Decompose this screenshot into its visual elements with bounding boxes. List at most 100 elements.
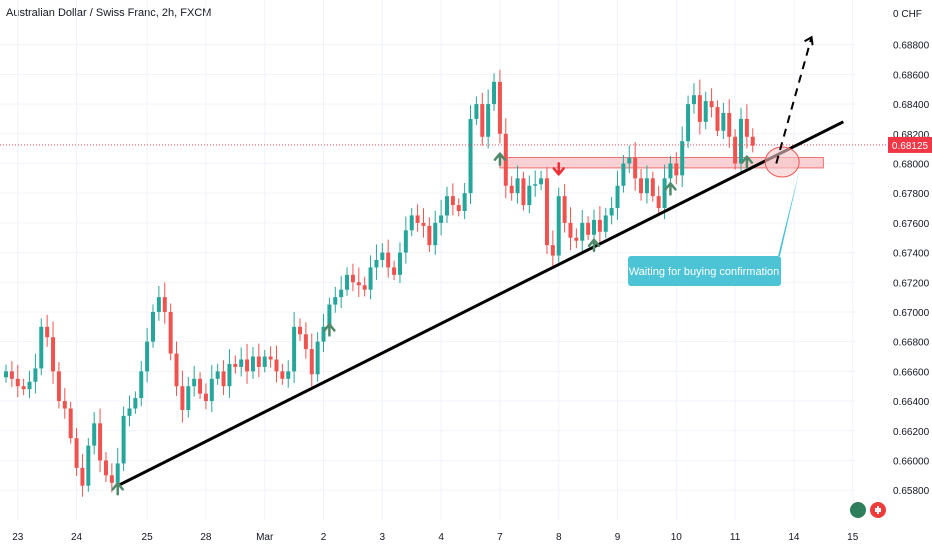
candle-body <box>68 408 73 439</box>
candle-body <box>744 118 749 137</box>
candle-body <box>674 163 679 176</box>
currency-label: 0 CHF <box>893 9 922 20</box>
candle-body <box>450 196 455 206</box>
candle-body <box>139 371 144 399</box>
candle-body <box>262 356 267 367</box>
candle-body <box>339 289 344 298</box>
candle-body <box>592 219 596 235</box>
candle-body <box>221 371 226 387</box>
projection-arrow-head <box>804 35 814 46</box>
candle-body <box>292 326 297 372</box>
candle-body <box>274 359 279 372</box>
candle-body <box>497 81 502 134</box>
candle-body <box>280 371 285 379</box>
candle-body <box>445 196 449 216</box>
candle-body <box>56 371 61 402</box>
candle-body <box>286 371 291 379</box>
candle-body <box>533 184 538 186</box>
candle-body <box>609 208 614 216</box>
candle-body <box>633 157 638 179</box>
candle-body <box>33 368 38 382</box>
y-tick-label: 0.66800 <box>893 338 930 349</box>
candle-body <box>315 341 320 375</box>
callout-text: Waiting for buying confirmation <box>629 266 780 278</box>
candle-body <box>715 107 720 131</box>
swiss-cross-icon-v <box>877 506 879 514</box>
candle-body <box>186 386 191 410</box>
y-tick-label: 0.66000 <box>893 456 930 467</box>
candle-body <box>433 222 438 246</box>
y-tick-label: 0.67800 <box>893 189 930 200</box>
callout-box <box>628 256 781 286</box>
x-tick-label: 4 <box>438 532 444 543</box>
candle-body <box>639 178 644 194</box>
candle-body <box>721 113 726 131</box>
bottom-icons[interactable] <box>850 502 886 518</box>
candle-body <box>662 178 667 209</box>
candle-body <box>174 353 179 387</box>
x-tick-label: 14 <box>788 532 800 543</box>
candle-body <box>427 225 432 246</box>
x-tick-label: 8 <box>556 532 562 543</box>
candle-body <box>392 267 397 275</box>
candle-body <box>409 215 414 231</box>
candle-body <box>345 274 350 290</box>
up-arrow-icon <box>587 238 601 253</box>
candle-body <box>439 215 444 223</box>
candle-body <box>421 222 426 226</box>
candle-body <box>233 363 238 367</box>
y-tick-label: 0.67600 <box>893 219 930 230</box>
candle-body <box>521 178 526 206</box>
candle-body <box>192 378 197 387</box>
candle-body <box>227 363 232 387</box>
trendline <box>117 120 844 488</box>
x-tick-label: 25 <box>142 532 154 543</box>
up-arrow-icon <box>323 323 336 337</box>
candle-body <box>303 334 308 350</box>
y-tick-label: 0.67400 <box>893 249 930 260</box>
candle-body <box>133 398 138 409</box>
x-tick-label: 3 <box>380 532 386 543</box>
y-tick-label: 0.68800 <box>893 41 930 52</box>
candle-body <box>691 95 696 105</box>
candle-body <box>145 341 150 372</box>
candle-body <box>456 205 461 211</box>
candle-body <box>697 95 702 122</box>
y-tick-label: 0.68200 <box>893 130 930 141</box>
candle-body <box>403 230 408 253</box>
candles <box>4 69 755 497</box>
x-tick-label: 11 <box>730 532 741 543</box>
up-arrow-icon <box>740 155 754 169</box>
candle-body <box>703 101 708 122</box>
up-arrow-icon <box>111 482 124 496</box>
candle-body <box>80 467 85 486</box>
candle-body <box>368 267 373 290</box>
candle-body <box>597 219 602 232</box>
candle-body <box>74 438 79 468</box>
candle-body <box>27 381 32 390</box>
x-tick-label: 10 <box>671 532 683 543</box>
candle-body <box>603 215 608 232</box>
last-price-tag <box>888 136 932 153</box>
candle-body <box>739 118 743 164</box>
candle-body <box>650 178 655 197</box>
candle-body <box>362 285 367 290</box>
candle-body <box>151 311 155 342</box>
candle-body <box>256 356 261 367</box>
candle-body <box>415 215 420 223</box>
candle-body <box>486 104 491 137</box>
candle-body <box>515 178 520 194</box>
y-tick-label: 0.68600 <box>893 70 930 81</box>
candle-body <box>474 104 479 119</box>
y-tick-label: 0.68400 <box>893 100 930 111</box>
candle-body <box>509 185 514 194</box>
up-arrow-icon <box>664 182 677 196</box>
candle-body <box>109 475 114 483</box>
candle-body <box>4 371 8 378</box>
fxcm-logo-icon[interactable] <box>850 502 866 518</box>
candle-body <box>327 304 332 327</box>
candle-body <box>245 359 250 372</box>
candle-body <box>586 222 591 235</box>
x-tick-label: 28 <box>200 532 212 543</box>
